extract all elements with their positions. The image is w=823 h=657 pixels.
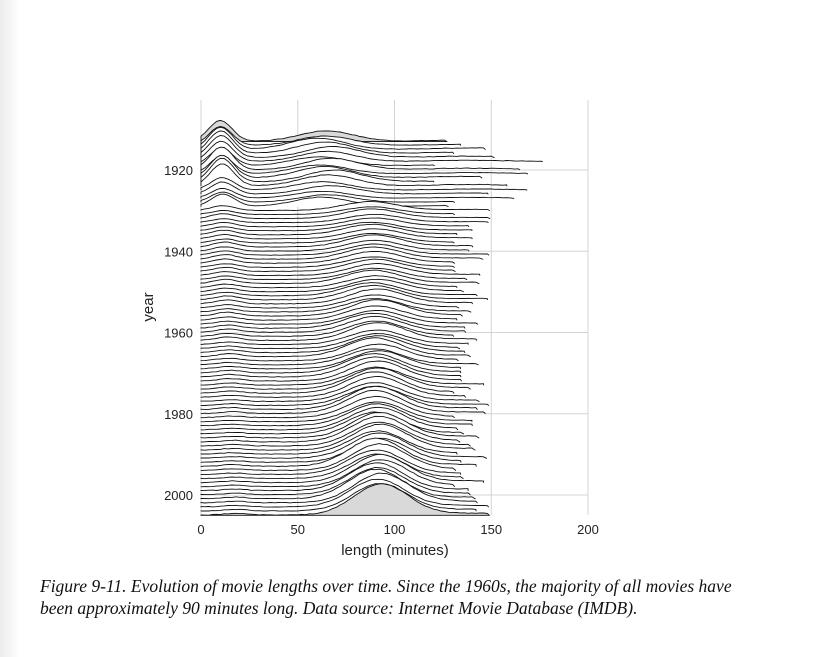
ridge-line-1942 <box>200 246 484 260</box>
page-edge-shadow <box>0 0 20 657</box>
ridge-line-1952 <box>200 284 488 301</box>
ridge-line-1929 <box>200 193 449 207</box>
x-tick-label: 150 <box>480 522 502 537</box>
ridge-line-1962 <box>200 322 478 342</box>
x-tick-label: 100 <box>384 522 406 537</box>
ridge-line-1926 <box>200 181 489 195</box>
ridge-line-1934 <box>200 217 470 228</box>
ridge-line-2005 <box>200 483 491 516</box>
figure-caption: Figure 9-11. Evolution of movie lengths … <box>40 576 732 618</box>
ridge-line-1932 <box>200 208 491 220</box>
y-tick-label: 1920 <box>164 163 193 178</box>
ridge-line-1919 <box>200 147 435 167</box>
ridge-line-1935 <box>200 221 473 232</box>
x-tick-label: 0 <box>197 522 204 537</box>
x-tick-label: 50 <box>291 522 305 537</box>
y-tick-label: 1940 <box>164 244 193 259</box>
ridge-line-1951 <box>200 282 478 297</box>
ridge-line-1948 <box>200 269 480 285</box>
ridge-curves <box>200 119 543 516</box>
y-tick-label: 1960 <box>164 326 193 341</box>
ridge-line-1933 <box>200 213 489 224</box>
y-tick-label: 2000 <box>164 488 193 503</box>
axis-ticks: 0 50 100 150 200 1920 1940 1960 1980 2000 <box>164 163 599 537</box>
ridgeline-chart: 0 50 100 150 200 1920 1940 1960 1980 2000 length … <box>140 100 599 559</box>
ridge-line-1939 <box>200 234 474 248</box>
y-axis-title: year <box>140 292 157 321</box>
ridge-line-1978 <box>200 385 490 407</box>
y-tick-label: 1980 <box>164 407 193 422</box>
ridge-line-1937 <box>200 228 473 240</box>
ridge-line-1916 <box>200 130 455 155</box>
ridge-line-1946 <box>200 263 481 277</box>
x-tick-label: 200 <box>577 522 599 537</box>
x-axis-title: length (minutes) <box>341 542 449 559</box>
ridge-line-1958 <box>200 310 479 325</box>
ridge-line-1980 <box>200 389 486 415</box>
ridge-line-1941 <box>200 243 490 256</box>
ridge-line-1930 <box>200 201 491 212</box>
